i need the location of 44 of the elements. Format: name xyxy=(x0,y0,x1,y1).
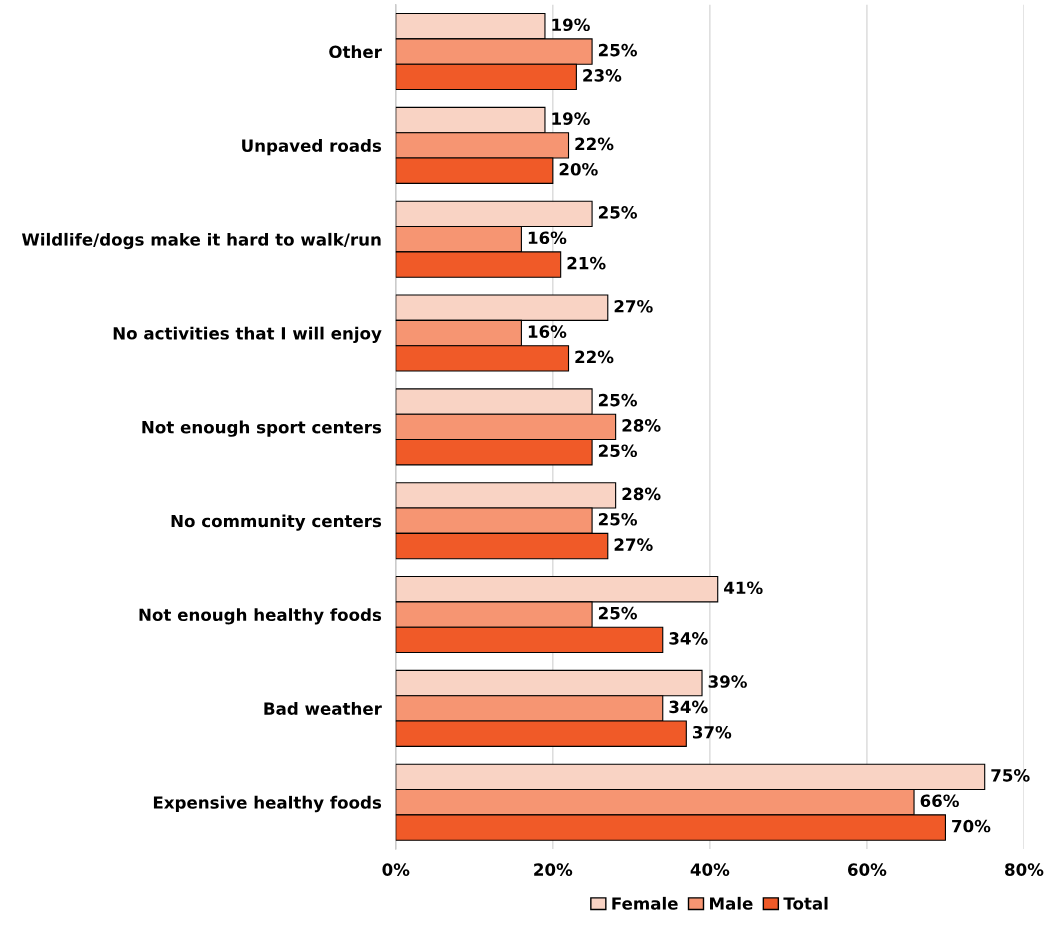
data-label: 28% xyxy=(622,419,661,432)
y-tick-label: Not enough healthy foods xyxy=(139,608,382,625)
y-tick-label: Bad weather xyxy=(264,702,382,715)
data-label: 25% xyxy=(598,206,637,219)
data-label: 22% xyxy=(575,350,614,364)
x-tick-label: 40% xyxy=(690,863,730,876)
y-tick-label: Unpaved roads xyxy=(242,139,382,156)
x-tick-label: 0% xyxy=(382,863,410,876)
y-tick-label: Not enough sport centers xyxy=(142,420,382,437)
data-label: 39% xyxy=(708,675,747,688)
y-tick-label: Wildlife/dogs make it hard to walk/run xyxy=(21,232,381,250)
data-label: 25% xyxy=(598,393,637,407)
data-label: 19% xyxy=(552,18,590,32)
data-label: 66% xyxy=(920,794,959,808)
data-label: 34% xyxy=(669,632,708,645)
data-label: 27% xyxy=(614,538,653,551)
y-tick-label: Expensive healthy foods xyxy=(153,795,382,813)
data-label: 37% xyxy=(692,725,732,739)
y-tick-label: No community centers xyxy=(171,514,382,531)
x-tick-label: 80% xyxy=(1005,863,1044,876)
data-label: 25% xyxy=(598,606,637,620)
data-label: 25% xyxy=(598,512,637,526)
data-label: 34% xyxy=(669,700,708,714)
data-label: 70% xyxy=(952,819,991,833)
legend-label: Total xyxy=(783,896,828,910)
data-label: 23% xyxy=(583,69,622,82)
data-label: 75% xyxy=(991,769,1030,782)
legend-label: Male xyxy=(710,896,753,910)
data-label: 25% xyxy=(598,43,637,57)
y-tick-label: No activities that I will enjoy xyxy=(113,326,382,343)
data-label: 25% xyxy=(598,444,637,458)
data-label: 22% xyxy=(575,137,614,151)
data-label: 41% xyxy=(724,581,763,595)
data-label: 27% xyxy=(614,299,653,313)
x-tick-label: 20% xyxy=(534,863,573,876)
data-label: 21% xyxy=(567,256,606,270)
data-label: 19% xyxy=(552,112,590,125)
data-label: 16% xyxy=(528,325,567,338)
data-label: 28% xyxy=(622,487,661,501)
legend-label: Female xyxy=(612,896,678,910)
data-label: 16% xyxy=(528,231,567,245)
x-tick-label: 60% xyxy=(848,863,887,876)
y-tick-label: Other xyxy=(329,45,382,59)
data-label: 20% xyxy=(559,162,598,176)
